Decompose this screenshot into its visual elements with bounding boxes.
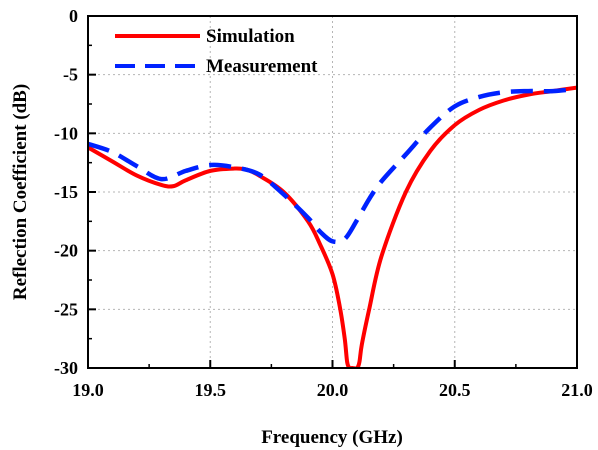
x-axis-title: Frequency (GHz)	[261, 427, 403, 448]
x-tick-label: 20.0	[317, 380, 349, 400]
y-tick-label: 0	[69, 6, 78, 26]
y-tick-label: -5	[63, 65, 78, 85]
series-line-simulation	[88, 85, 577, 368]
y-tick-label: -25	[54, 299, 78, 319]
y-tick-label: -15	[54, 182, 78, 202]
y-axis-title: Reflection Coefficient (dB)	[10, 84, 31, 300]
legend: Simulation Measurement	[115, 26, 318, 77]
tick-labels: 19.0 19.5 20.0 20.5 21.0 0 -5 -10 -15 -20 -25 -30	[54, 6, 593, 400]
series-group	[88, 85, 577, 368]
x-tick-label: 21.0	[561, 380, 593, 400]
x-tick-label: 19.5	[195, 380, 227, 400]
y-tick-label: -20	[54, 241, 78, 261]
y-tick-label: -10	[54, 123, 78, 143]
grid	[88, 16, 577, 368]
legend-label-simulation: Simulation	[206, 26, 295, 47]
legend-label-measurement: Measurement	[206, 56, 318, 77]
x-tick-label: 20.5	[439, 380, 471, 400]
x-tick-label: 19.0	[72, 380, 104, 400]
y-tick-label: -30	[54, 358, 78, 378]
ticks	[87, 15, 578, 369]
series-line-measurement	[88, 86, 577, 245]
